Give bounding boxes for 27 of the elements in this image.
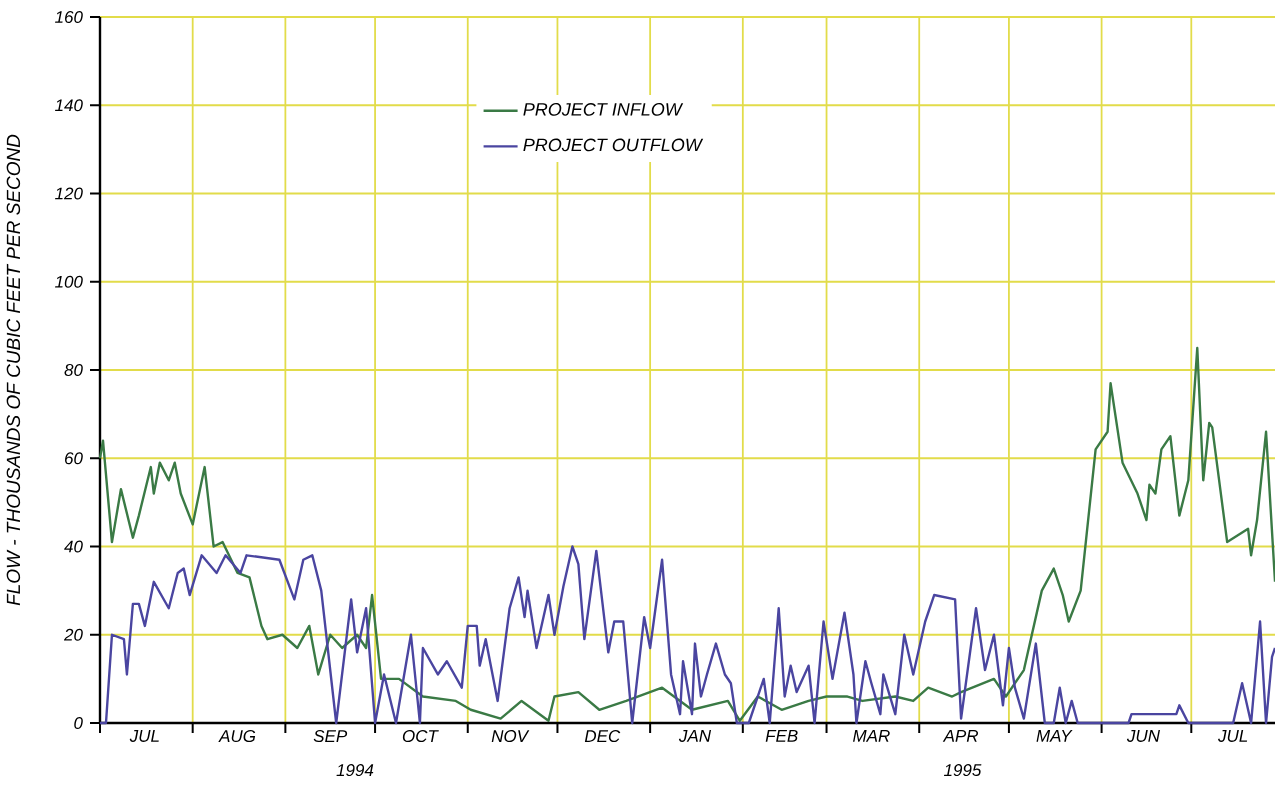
y-tick-label: 160 [55,10,83,23]
y-tick-label: 120 [55,187,83,200]
y-tick-label: 100 [55,275,83,288]
y-tick-label: 20 [63,628,83,641]
x-tick-label: JUN [1126,730,1160,742]
x-tick-label: AUG [218,730,256,743]
y-tick-label: 0 [74,716,83,730]
x-tick-label: JUL [129,730,159,742]
x-tick-label: JAN [678,730,712,742]
x-tick-label: SEP [313,730,348,743]
y-axis-title: FLOW - THOUSANDS OF CUBIC FEET PER SECOND [6,134,21,606]
y-tick-label: 80 [64,363,83,376]
x-tick-label: MAY [1036,730,1073,742]
y-tick-label: 60 [65,452,83,465]
x-tick-label: JUL [1218,730,1248,742]
legend-label: PROJECT INFLOW [523,103,684,116]
x-tick-label: FEB [765,730,798,742]
text: 1995 [943,764,982,777]
x-tick-label: APR [942,730,979,742]
y-tick-label: 140 [55,99,83,112]
x-tick-label: DEC [584,730,621,743]
x-tick-label: OCT [402,730,439,743]
text: 1994 [336,764,374,777]
y-tick-label: 40 [64,540,83,553]
x-tick-label: NOV [491,730,530,743]
legend-label: PROJECT OUTFLOW [523,138,704,152]
x-tick-label: MAR [853,730,890,742]
